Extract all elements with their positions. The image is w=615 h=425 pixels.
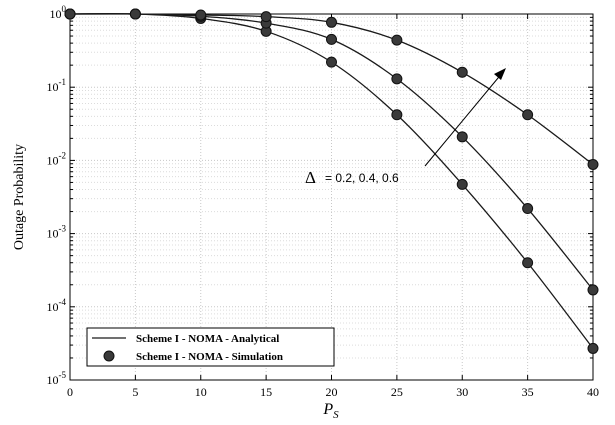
simulation-point	[326, 16, 337, 28]
y-tick-label: 100	[50, 4, 67, 21]
simulation-point	[522, 109, 534, 121]
x-tick-label: 20	[326, 385, 338, 399]
x-tick-label: 35	[522, 385, 534, 399]
annotation-text: = 0.2, 0.4, 0.6	[325, 171, 399, 185]
simulation-point	[326, 56, 337, 68]
y-tick-label: 10-4	[47, 297, 67, 314]
legend-box	[86, 327, 335, 367]
simulation-point	[587, 284, 599, 296]
x-tick-label: 5	[132, 385, 138, 399]
y-tick-label: 10-2	[47, 150, 67, 167]
simulation-point	[456, 178, 468, 190]
x-axis-label-subscript: S	[333, 409, 339, 421]
simulation-point	[522, 257, 534, 269]
simulation-point	[391, 73, 403, 85]
x-tick-label: 40	[587, 385, 599, 399]
y-axis-label: Outage Probability	[12, 144, 27, 250]
data-series	[64, 8, 599, 354]
annotation: Δ = 0.2, 0.4, 0.6	[305, 68, 506, 187]
simulation-point	[391, 109, 403, 121]
legend-label-simulation: Scheme I - NOMA - Simulation	[136, 351, 283, 363]
y-tick-label: 10-5	[47, 370, 67, 387]
x-tick-label: 25	[391, 385, 403, 399]
y-tick-label: 10-3	[47, 224, 67, 241]
legend-circle-marker	[103, 350, 115, 362]
x-tick-label: 30	[456, 385, 468, 399]
simulation-point	[129, 8, 141, 20]
x-tick-label: 15	[260, 385, 272, 399]
x-tick-label: 0	[67, 385, 73, 399]
legend: Scheme I - NOMA - Analytical Scheme I - …	[86, 327, 335, 367]
simulation-point	[64, 8, 76, 20]
y-tick-labels: 100 10-1 10-2 10-3 10-4 10-5	[47, 4, 67, 387]
simulation-point	[195, 9, 207, 21]
x-tick-labels: 0 5 10 15 20 25 30 35 40	[67, 385, 599, 399]
simulation-point	[391, 34, 403, 46]
y-tick-label: 10-1	[47, 77, 67, 94]
annotation-delta-symbol: Δ	[305, 168, 316, 187]
legend-label-analytical: Scheme I - NOMA - Analytical	[136, 333, 279, 345]
simulation-point	[587, 342, 599, 354]
annotation-arrow-line	[424, 71, 504, 167]
x-tick-label: 10	[195, 385, 207, 399]
simulation-point	[522, 203, 534, 215]
grid-lines	[70, 14, 593, 380]
x-axis-label: PS	[322, 401, 339, 421]
annotation-arrowhead	[494, 68, 506, 80]
x-axis-label-main: P	[322, 401, 333, 418]
simulation-point	[456, 131, 468, 143]
simulation-point	[326, 33, 337, 45]
simulation-point	[456, 66, 468, 78]
simulation-point	[260, 11, 272, 23]
simulation-point	[587, 158, 599, 170]
